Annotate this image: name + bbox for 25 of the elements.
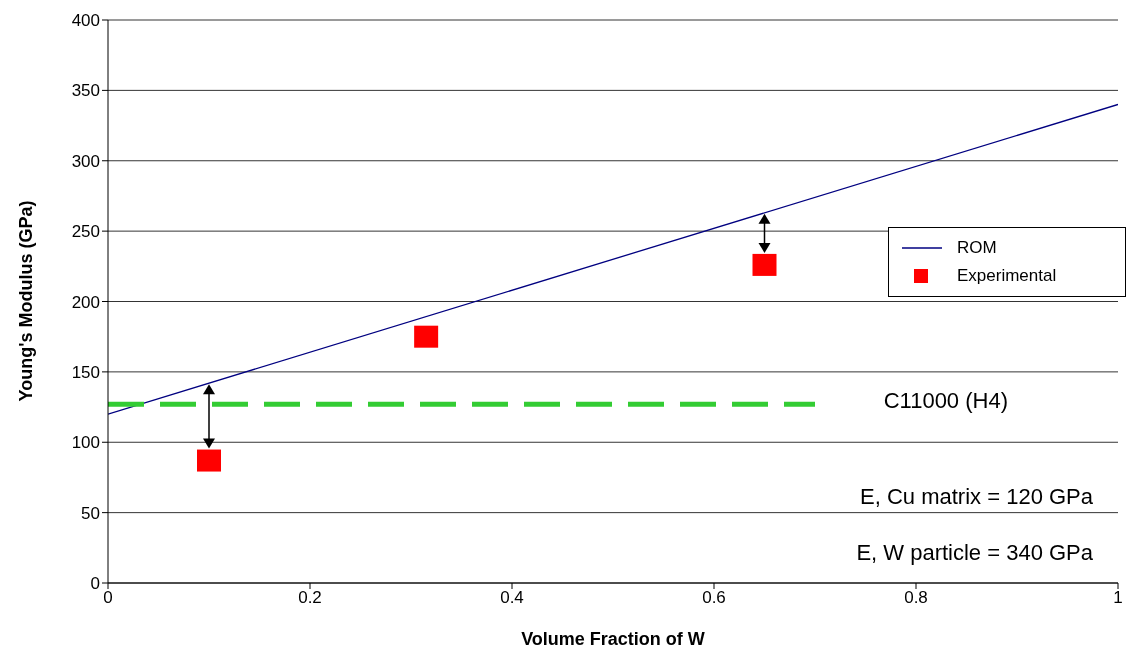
annotation: E, Cu matrix = 120 GPa: [860, 484, 1094, 510]
y-tick-label: 100: [71, 433, 100, 453]
legend-label: ROM: [957, 237, 997, 258]
x-tick-label: 0: [103, 588, 113, 608]
y-tick-label: 250: [71, 222, 100, 242]
point: [752, 253, 777, 276]
x-axis-title: Volume Fraction of W: [521, 629, 705, 649]
x-tick-label: 0.8: [904, 588, 928, 608]
x-tick-label: 0.4: [500, 588, 524, 608]
point: [197, 449, 221, 472]
y-tick-label: 50: [81, 503, 100, 523]
annotation: C11000 (H4): [883, 388, 1008, 414]
annotation: E, W particle = 340 GPa: [856, 540, 1094, 566]
x-tick-label: 1: [1113, 588, 1123, 608]
point: [414, 325, 439, 348]
y-tick-label: 200: [71, 292, 100, 312]
x-tick-label: 0.2: [298, 588, 322, 608]
y-axis-title: Young's Modulus (GPa): [16, 200, 37, 402]
legend-label: Experimental: [957, 265, 1057, 286]
y-tick-label: 0: [90, 574, 100, 594]
x-tick-label: 0.6: [702, 588, 726, 608]
y-tick-label: 300: [71, 151, 100, 171]
y-tick-label: 150: [71, 362, 100, 382]
y-tick-label: 400: [71, 11, 100, 31]
y-tick-label: 350: [71, 81, 100, 101]
